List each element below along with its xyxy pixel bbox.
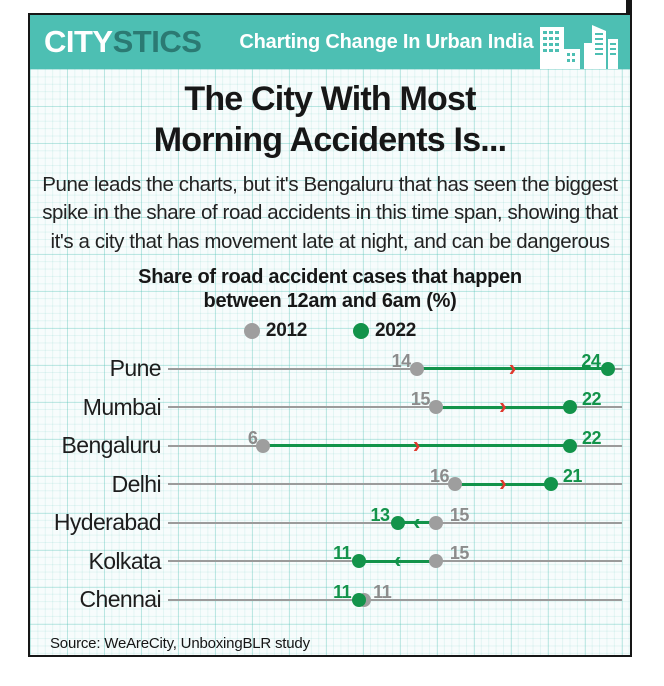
legend-item-2022: 2022 [353,320,416,342]
dot-2022 [352,554,367,569]
dumbbell-chart: Pune › 14 24 Mumbai › 15 22 Bengaluru › 6 22 Delhi › 1… [30,350,630,620]
dumbbell-track: 11 11 [168,581,622,620]
city-buildings-icon [540,25,618,69]
dot-2022 [543,477,558,492]
value-label-2012: 15 [449,543,470,564]
masthead-tagline: Charting Change In Urban India [239,30,534,53]
increase-arrow-icon: › [499,469,507,496]
dot-2022 [563,438,578,453]
value-label-2022: 22 [582,389,602,410]
value-label-2022: 24 [581,350,601,371]
intro-text: Pune leads the charts, but it's Bengalur… [30,171,630,257]
dot-2012 [448,477,463,492]
baseline [168,367,622,370]
dumbbell-track: ‹ 15 11 [168,542,622,581]
value-label-2012: 15 [449,504,470,525]
chart-title-line-2: between 12am and 6am (%) [203,289,457,312]
dot-2012 [256,438,271,453]
value-label-2022: 11 [333,543,352,564]
intro-line: spike in the share of road accidents in … [42,201,618,225]
chart-row: Kolkata ‹ 15 11 [30,542,622,581]
increase-arrow-icon: › [412,431,421,458]
baseline [168,598,622,601]
dumbbell-track: › 6 22 [168,427,622,466]
chart-row: Delhi › 16 21 [30,465,622,504]
change-segment [359,559,436,563]
decrease-arrow-icon: ‹ [412,508,421,535]
chart-legend: 2012 2022 [30,320,630,342]
brand-logo: CITYSTICS [44,24,202,60]
increase-arrow-icon: › [499,392,507,419]
chart-row: Chennai 11 11 [30,581,622,620]
dot-2012 [409,361,424,376]
dumbbell-track: › 15 22 [168,388,622,427]
headline-line-1: The City With Most [184,80,476,118]
headline: The City With Most Morning Accidents Is.… [30,79,630,161]
increase-arrow-icon: › [508,354,517,381]
value-label-2022: 21 [562,466,583,487]
infographic-body: The City With Most Morning Accidents Is.… [30,69,630,655]
value-label-2012: 15 [410,389,431,410]
value-label-2012: 16 [430,466,450,487]
city-label: Bengaluru [61,432,162,459]
infographic-frame: CITYSTICS Charting Change In Urban India [28,13,632,657]
dot-2022 [390,515,405,530]
brand-logo-city: CITY [44,24,113,59]
dot-2012 [428,554,443,569]
dumbbell-track: ‹ 15 13 [168,504,622,543]
decrease-arrow-icon: ‹ [393,546,402,573]
dumbbell-track: › 16 21 [168,465,622,504]
chart-row: Mumbai › 15 22 [30,388,622,427]
legend-dot-2012 [243,322,260,339]
intro-line: it's a city that has movement late at ni… [50,229,610,253]
value-label-2022: 22 [582,427,602,448]
change-segment [416,367,609,371]
legend-dot-2022 [353,322,369,339]
chart-title-line-1: Share of road accident cases that happen [138,265,522,288]
dot-2012 [428,515,443,530]
dot-2012 [428,400,443,415]
value-label-2022: 13 [370,504,391,525]
page-corner-mark [626,0,632,16]
city-label: Pune [109,355,162,382]
dot-2022 [563,400,578,415]
city-label: Chennai [79,586,162,613]
headline-line-2: Morning Accidents Is... [153,120,507,159]
legend-label-2022: 2022 [375,319,417,341]
change-segment [455,482,551,486]
brand-logo-stics: STICS [112,24,202,59]
value-label-2012: 11 [373,581,392,602]
source-note: Source: WeAreCity, UnboxingBLR study [50,635,310,653]
value-label-2012: 6 [247,427,258,448]
dot-2022 [352,592,367,607]
change-segment [263,444,571,448]
city-label: Delhi [111,470,162,497]
masthead: CITYSTICS Charting Change In Urban India [30,15,630,69]
chart-row: Bengaluru › 6 22 [30,427,622,466]
chart-row: Pune › 14 24 [30,350,622,389]
legend-item-2012: 2012 [243,319,307,342]
value-label-2012: 14 [391,350,412,371]
city-label: Kolkata [88,547,161,574]
chart-row: Hyderabad ‹ 15 13 [30,504,622,543]
dumbbell-track: › 14 24 [168,350,622,389]
baseline [168,406,622,409]
city-label: Hyderabad [53,509,162,536]
baseline [168,483,622,486]
intro-line: Pune leads the charts, but it's Bengalur… [42,172,618,196]
chart-title: Share of road accident cases that happen… [30,265,630,313]
change-segment [397,521,436,525]
change-segment [435,405,571,409]
value-label-2022: 11 [333,581,352,602]
legend-label-2012: 2012 [265,319,307,341]
city-label: Mumbai [82,393,162,420]
dot-2022 [601,361,616,376]
